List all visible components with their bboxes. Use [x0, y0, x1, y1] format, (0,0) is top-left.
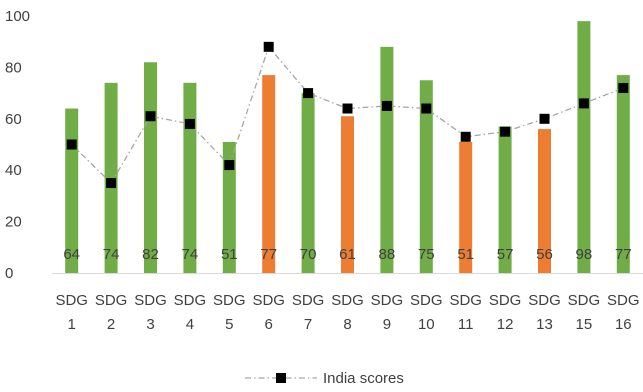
bar-data-label: 88: [379, 246, 396, 263]
bar-data-label: 98: [576, 246, 593, 263]
bar-data-label: 82: [142, 246, 159, 263]
bar: [538, 129, 551, 273]
x-tick-label: SDG: [252, 292, 285, 309]
x-tick-label: 16: [615, 316, 632, 333]
x-tick-label: SDG: [371, 292, 404, 309]
india-score-marker: [184, 118, 195, 129]
x-tick-label: SDG: [607, 292, 640, 309]
x-tick-label: SDG: [331, 292, 364, 309]
x-tick-label: 4: [186, 316, 194, 333]
bar: [144, 62, 157, 274]
x-tick-label: 10: [418, 316, 435, 333]
bar: [616, 75, 630, 273]
bar-data-label: 51: [221, 246, 238, 263]
india-score-marker: [539, 113, 550, 124]
india-score-marker: [224, 160, 235, 171]
bar-data-label: 77: [260, 246, 277, 263]
india-score-marker: [578, 98, 589, 109]
x-tick-label: SDG: [55, 292, 88, 309]
india-score-marker: [263, 41, 274, 52]
y-tick-label: 80: [5, 59, 22, 76]
x-tick-label: SDG: [134, 292, 167, 309]
x-tick-label: 9: [383, 316, 391, 333]
bar: [498, 126, 512, 273]
data-labels: 64 74 82 74 51 77 70 61 88 75 51 57 56 98 77: [63, 246, 631, 263]
legend: India scores: [245, 370, 404, 387]
india-score-marker: [381, 100, 392, 111]
india-score-marker: [618, 82, 629, 93]
x-tick-label: 2: [107, 316, 115, 333]
y-tick-label: 0: [5, 265, 13, 282]
bar: [183, 82, 197, 273]
india-scores-polyline: [71, 45, 624, 185]
india-score-marker: [460, 131, 471, 142]
bar-data-label: 70: [300, 246, 317, 263]
legend-marker: [276, 373, 286, 383]
india-score-marker: [145, 111, 156, 122]
x-tick-label: 1: [68, 316, 76, 333]
india-score-marker: [106, 178, 117, 189]
bar: [419, 80, 433, 273]
india-score-marker: [421, 103, 432, 114]
bar-data-label: 74: [103, 246, 120, 263]
y-axis: 0 20 40 60 80 100: [5, 8, 30, 282]
x-tick-label: SDG: [174, 292, 207, 309]
bar: [301, 93, 315, 273]
bar-data-label: 74: [182, 246, 199, 263]
india-scores-line: [66, 41, 629, 189]
x-tick-label: SDG: [95, 292, 128, 309]
bar: [380, 46, 394, 274]
bar-data-label: 75: [418, 246, 435, 263]
bar-data-label: 64: [63, 246, 80, 263]
x-tick-label: 15: [576, 316, 593, 333]
legend-label: India scores: [323, 370, 404, 387]
x-tick-label: SDG: [292, 292, 325, 309]
bar: [262, 75, 276, 273]
bar: [341, 116, 354, 273]
bar-data-label: 51: [457, 246, 474, 263]
x-tick-label: SDG: [449, 292, 482, 309]
bar: [459, 141, 473, 273]
y-tick-label: 20: [5, 214, 22, 231]
x-tick-label: 5: [225, 316, 233, 333]
bar-data-label: 61: [339, 246, 356, 263]
x-tick-label: 13: [536, 316, 553, 333]
bar: [65, 108, 79, 274]
india-score-marker: [342, 103, 353, 114]
x-tick-label: 6: [265, 316, 273, 333]
y-tick-label: 100: [5, 8, 30, 25]
y-tick-label: 40: [5, 162, 22, 179]
india-score-marker: [500, 126, 511, 137]
x-tick-label: 8: [343, 316, 351, 333]
bar: [577, 21, 591, 273]
x-tick-label: SDG: [489, 292, 522, 309]
y-tick-label: 60: [5, 111, 22, 128]
bar-data-label: 57: [497, 246, 514, 263]
x-tick-label: SDG: [410, 292, 443, 309]
bar: [222, 141, 236, 273]
x-tick-label: 12: [497, 316, 514, 333]
bar: [104, 82, 118, 273]
x-axis: SDG 1 SDG 2 SDG 3 SDG 4 SDG 5 SDG 6 SDG 7 SDG 8 SDG 9 SDG 1…: [55, 292, 639, 333]
x-tick-label: 11: [458, 316, 474, 333]
india-score-marker: [303, 88, 314, 99]
x-tick-label: SDG: [568, 292, 601, 309]
x-tick-label: SDG: [528, 292, 561, 309]
bar-data-label: 56: [536, 246, 553, 263]
india-score-marker: [66, 139, 77, 150]
bars: [65, 21, 630, 274]
x-tick-label: SDG: [213, 292, 246, 309]
bar-data-label: 77: [615, 246, 632, 263]
x-tick-label: 7: [304, 316, 312, 333]
x-tick-label: 3: [146, 316, 154, 333]
